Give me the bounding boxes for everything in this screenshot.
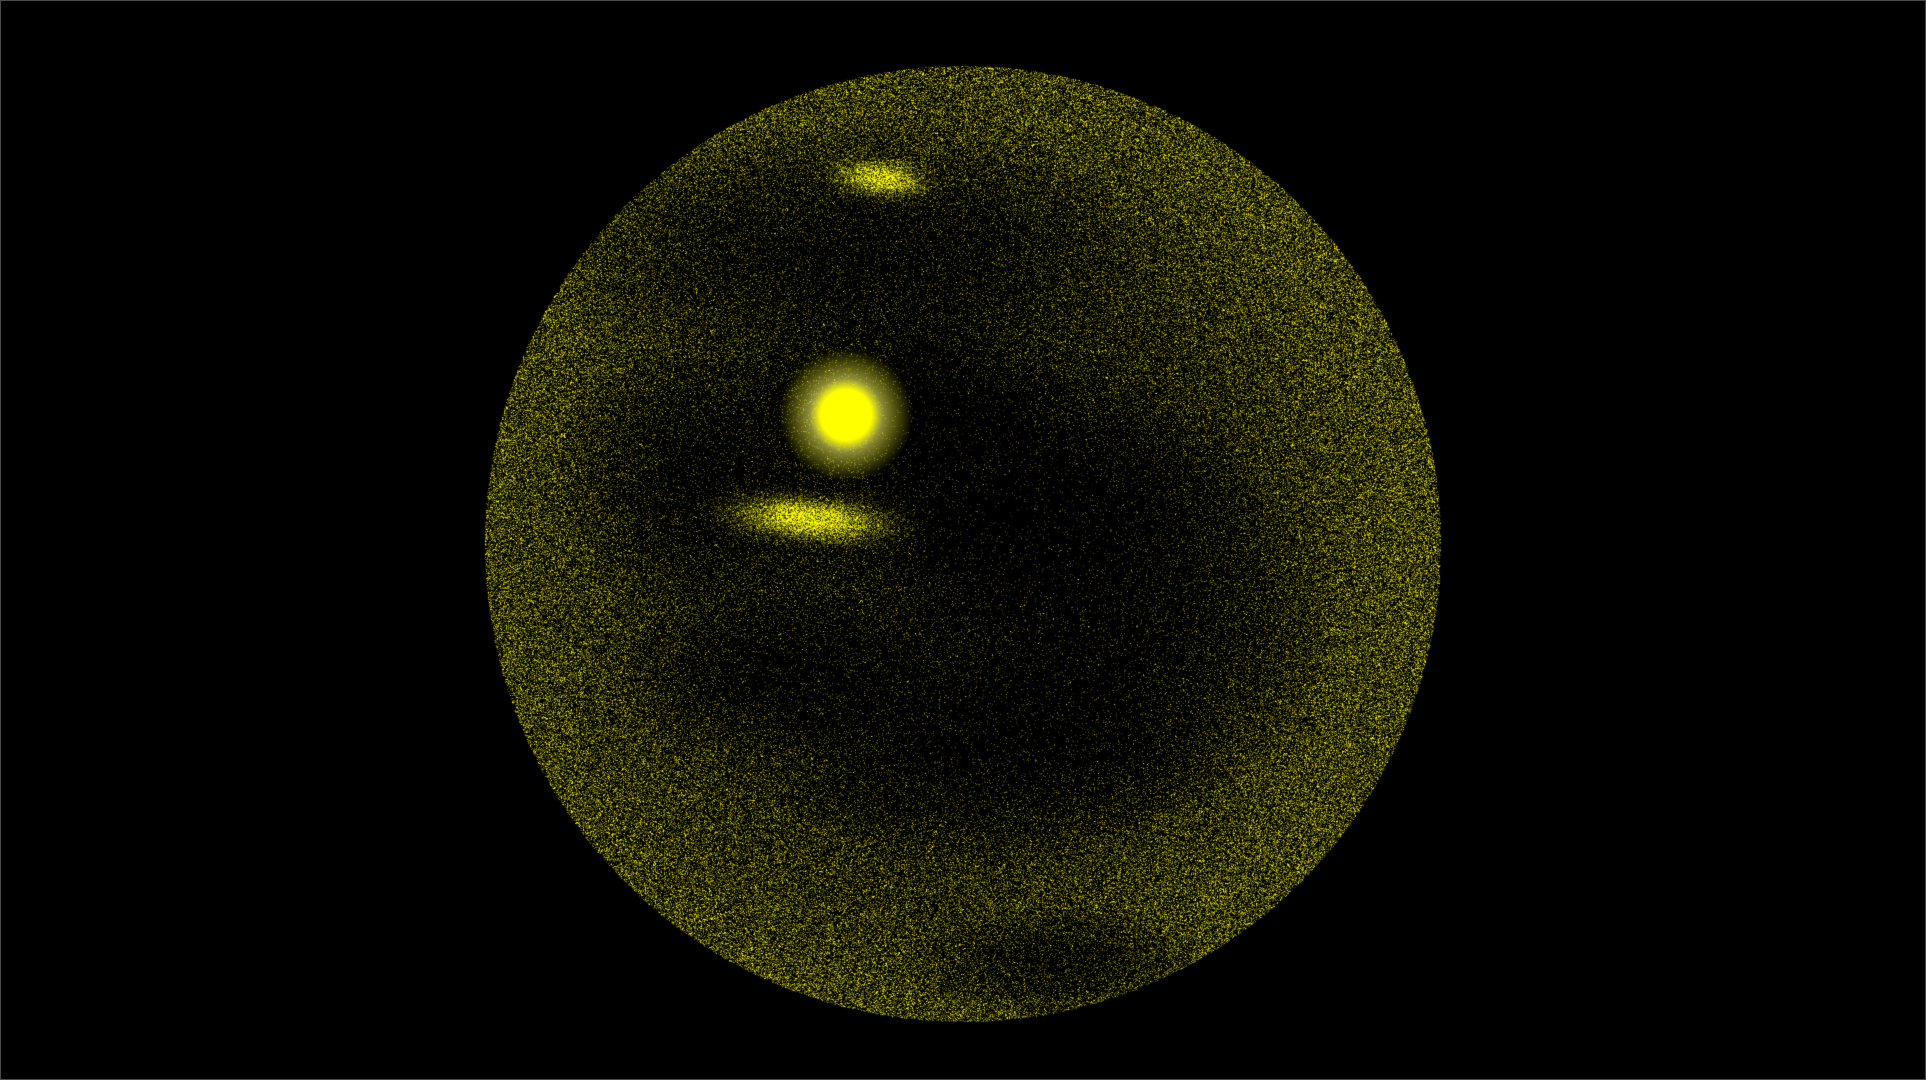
viewport-frame — [0, 0, 1926, 1080]
particle-sphere-canvas[interactable] — [1, 1, 1925, 1079]
